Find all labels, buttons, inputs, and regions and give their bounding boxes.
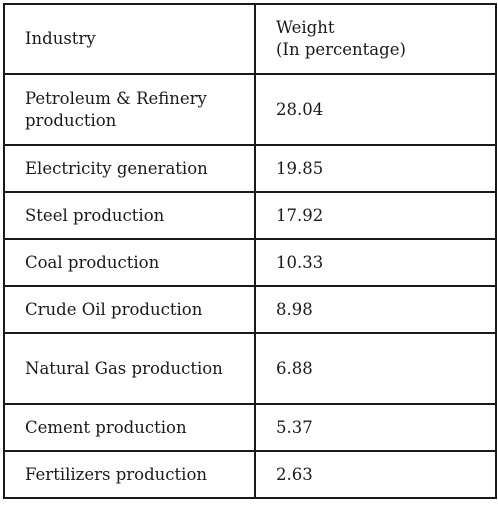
industry-cell: Coal production (3, 238, 256, 287)
header-industry: Industry (3, 3, 256, 75)
industry-cell: Natural Gas production (3, 332, 256, 405)
industry-cell: Crude Oil production (3, 285, 256, 334)
table-row: Electricity generation 19.85 (3, 144, 497, 193)
weight-cell: 6.88 (254, 332, 497, 405)
table-row: Steel production 17.92 (3, 191, 497, 240)
industry-weights-table: Industry Weight (In percentage) Petroleu… (3, 3, 497, 499)
weight-cell: 19.85 (254, 144, 497, 193)
weight-cell: 5.37 (254, 403, 497, 452)
table-row: Cement production 5.37 (3, 403, 497, 452)
weight-cell: 10.33 (254, 238, 497, 287)
industry-cell: Steel production (3, 191, 256, 240)
weight-cell: 8.98 (254, 285, 497, 334)
weight-cell: 17.92 (254, 191, 497, 240)
table-row: Fertilizers production 2.63 (3, 450, 497, 499)
table-row: Coal production 10.33 (3, 238, 497, 287)
industry-cell: Fertilizers production (3, 450, 256, 499)
header-weight-unit: (In percentage) (276, 40, 406, 59)
industry-cell: Cement production (3, 403, 256, 452)
industry-cell: Electricity generation (3, 144, 256, 193)
table-row: Crude Oil production 8.98 (3, 285, 497, 334)
table-row: Petroleum & Refinery production 28.04 (3, 73, 497, 146)
header-row: Industry Weight (In percentage) (3, 3, 497, 75)
table-row: Natural Gas production 6.88 (3, 332, 497, 405)
header-weight-label: Weight (276, 18, 335, 37)
industry-cell: Petroleum & Refinery production (3, 73, 256, 146)
header-weight: Weight (In percentage) (254, 3, 497, 75)
weight-cell: 2.63 (254, 450, 497, 499)
weight-cell: 28.04 (254, 73, 497, 146)
